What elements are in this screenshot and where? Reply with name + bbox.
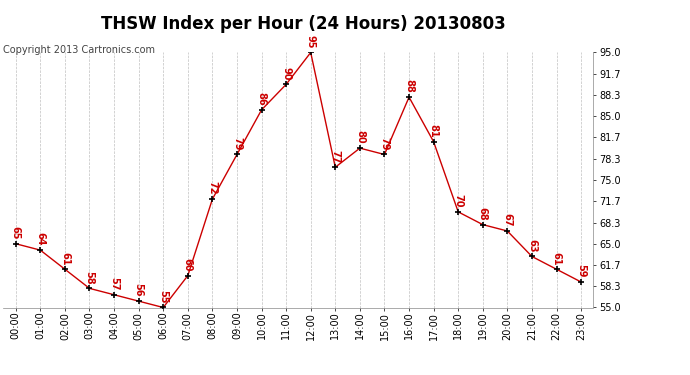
- Text: 95: 95: [306, 35, 316, 48]
- Text: 61: 61: [551, 252, 562, 265]
- Text: 88: 88: [404, 79, 414, 93]
- Text: 57: 57: [109, 277, 119, 291]
- Text: 68: 68: [477, 207, 488, 220]
- Text: 79: 79: [232, 137, 242, 150]
- Text: 60: 60: [183, 258, 193, 272]
- Text: 79: 79: [380, 137, 389, 150]
- Text: 65: 65: [11, 226, 21, 240]
- Text: 63: 63: [527, 239, 537, 252]
- Text: 72: 72: [208, 182, 217, 195]
- Text: 64: 64: [35, 232, 46, 246]
- Text: 58: 58: [84, 271, 95, 284]
- Text: THSW  (°F): THSW (°F): [599, 30, 662, 40]
- Text: 70: 70: [453, 194, 463, 208]
- Text: 59: 59: [576, 264, 586, 278]
- Text: 55: 55: [158, 290, 168, 303]
- Text: 86: 86: [257, 92, 266, 106]
- Text: THSW Index per Hour (24 Hours) 20130803: THSW Index per Hour (24 Hours) 20130803: [101, 15, 506, 33]
- Text: 67: 67: [502, 213, 513, 227]
- Text: 81: 81: [428, 124, 439, 138]
- Text: Copyright 2013 Cartronics.com: Copyright 2013 Cartronics.com: [3, 45, 155, 55]
- Text: 90: 90: [281, 67, 291, 80]
- Text: 61: 61: [60, 252, 70, 265]
- Text: 77: 77: [331, 150, 340, 163]
- Text: 56: 56: [134, 284, 144, 297]
- Text: 80: 80: [355, 130, 365, 144]
